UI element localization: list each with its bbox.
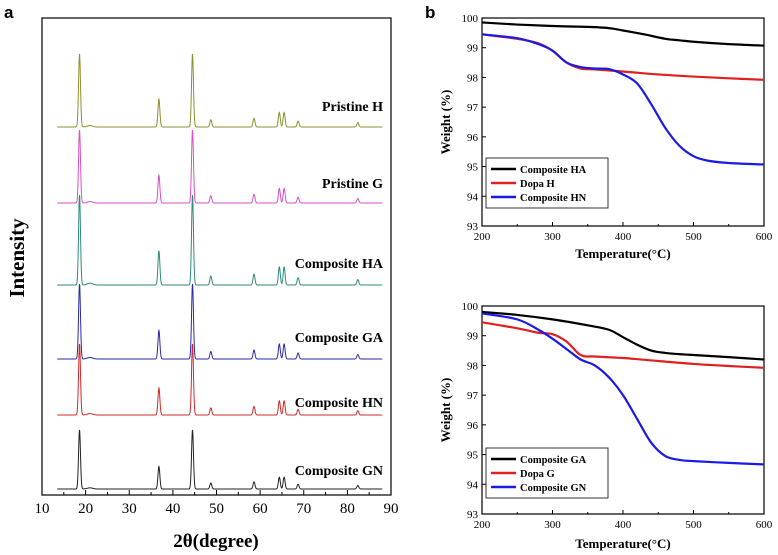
tga-ytick-label: 98 bbox=[467, 360, 479, 372]
tga-top-plot: Temperature(°C) Weight (%) 200 300 400 500 6… bbox=[438, 13, 773, 261]
xrd-xtick-label: 50 bbox=[209, 501, 224, 517]
tga-ytick-label: 99 bbox=[467, 43, 479, 55]
tga-xtick-label: 300 bbox=[544, 519, 561, 531]
tga-ytick-label: 100 bbox=[462, 13, 479, 25]
tga-top-xlabel: Temperature(°C) bbox=[575, 246, 670, 261]
tga-ytick-label: 96 bbox=[467, 420, 479, 432]
xrd-series-label: Composite HA bbox=[295, 257, 384, 272]
xrd-series-composite-gn bbox=[57, 429, 383, 490]
tga-ytick-label: 97 bbox=[467, 390, 479, 402]
xrd-xtick-label: 10 bbox=[35, 501, 50, 517]
tga-xtick-label: 500 bbox=[685, 519, 702, 531]
xrd-series-label: Pristine H bbox=[322, 100, 383, 115]
xrd-xlabel: 2θ(degree) bbox=[173, 531, 259, 552]
xrd-xtick-label: 70 bbox=[296, 501, 311, 517]
tga-series-composite-hn bbox=[481, 33, 765, 166]
xrd-series-pristine-h bbox=[57, 53, 383, 128]
tga-series-dopa-h bbox=[481, 33, 765, 81]
xrd-series-pristine-g bbox=[57, 129, 383, 204]
tga-bottom-xlabel: Temperature(°C) bbox=[575, 536, 670, 551]
tga-series-composite-ga bbox=[481, 310, 765, 361]
tga-top-ylabel: Weight (%) bbox=[438, 90, 453, 155]
tga-xtick-label: 200 bbox=[474, 231, 491, 243]
xrd-series-label: Composite GA bbox=[295, 331, 384, 346]
tga-xtick-label: 600 bbox=[756, 231, 773, 243]
xrd-xtick-label: 20 bbox=[78, 501, 93, 517]
tga-ytick-label: 95 bbox=[467, 162, 479, 174]
tga-ytick-label: 100 bbox=[462, 301, 479, 313]
xrd-series-label: Composite GN bbox=[295, 464, 383, 479]
tga-ytick-label: 93 bbox=[467, 221, 479, 233]
tga-xtick-label: 500 bbox=[685, 231, 702, 243]
tga-xtick-label: 300 bbox=[544, 231, 561, 243]
tga-legend-label: Composite GN bbox=[520, 483, 587, 494]
tga-ytick-label: 96 bbox=[467, 132, 479, 144]
xrd-series-label: Pristine G bbox=[322, 177, 383, 192]
xrd-series-composite-hn bbox=[57, 343, 383, 416]
tga-series-composite-gn bbox=[481, 312, 765, 466]
xrd-xtick-label: 80 bbox=[340, 501, 355, 517]
xrd-series-composite-ga bbox=[57, 283, 383, 360]
tga-ytick-label: 97 bbox=[467, 102, 479, 114]
xrd-xtick-label: 90 bbox=[384, 501, 399, 517]
xrd-series-composite-ha bbox=[57, 194, 383, 286]
tga-ytick-label: 98 bbox=[467, 72, 479, 84]
xrd-xtick-label: 60 bbox=[253, 501, 268, 517]
tga-xtick-label: 600 bbox=[756, 519, 773, 531]
panel-label-b: b bbox=[425, 3, 435, 22]
panel-label-a: a bbox=[4, 3, 14, 22]
xrd-xtick-label: 30 bbox=[122, 501, 137, 517]
tga-xtick-label: 400 bbox=[615, 519, 632, 531]
tga-legend-label: Composite HA bbox=[520, 165, 587, 176]
xrd-plot: 10 20 30 40 50 60 70 80 90 Pristine H Pristine G C… bbox=[5, 17, 399, 552]
tga-legend-label: Dopa H bbox=[520, 179, 555, 190]
tga-xtick-label: 200 bbox=[474, 519, 491, 531]
tga-legend-label: Dopa G bbox=[520, 469, 555, 480]
tga-bottom-plot: Temperature(°C) Weight (%) 200 300 400 500 6… bbox=[438, 301, 773, 551]
xrd-ylabel: Intensity bbox=[5, 218, 29, 298]
tga-series-dopa-g bbox=[481, 321, 765, 369]
tga-ytick-label: 95 bbox=[467, 450, 479, 462]
tga-ytick-label: 94 bbox=[467, 191, 479, 203]
tga-ytick-label: 93 bbox=[467, 509, 479, 521]
tga-legend-label: Composite HN bbox=[520, 193, 587, 204]
tga-bottom-ylabel: Weight (%) bbox=[438, 378, 453, 443]
tga-ytick-label: 99 bbox=[467, 331, 479, 343]
tga-xtick-label: 400 bbox=[615, 231, 632, 243]
tga-legend-label: Composite GA bbox=[520, 455, 587, 466]
xrd-xtick-label: 40 bbox=[165, 501, 180, 517]
xrd-series-label: Composite HN bbox=[295, 396, 383, 411]
tga-series-composite-ha bbox=[481, 21, 765, 47]
tga-ytick-label: 94 bbox=[467, 479, 479, 491]
